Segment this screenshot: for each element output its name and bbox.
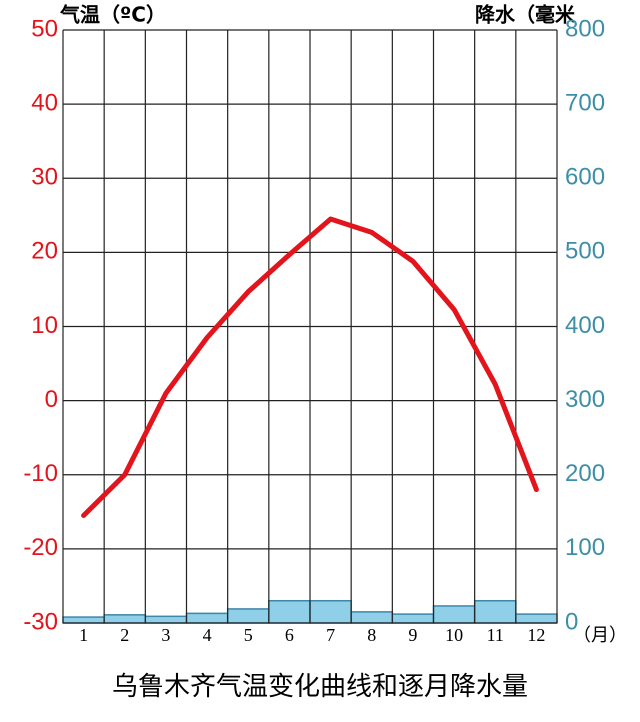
y2-tick-label: 200 bbox=[565, 460, 605, 487]
precip-bar bbox=[226, 608, 270, 624]
x-tick-label: 4 bbox=[203, 625, 212, 645]
precip-bar bbox=[185, 612, 229, 624]
x-tick-label: 1 bbox=[79, 625, 88, 645]
y2-axis-title: 降水（毫米 bbox=[475, 3, 576, 27]
temperature-line bbox=[81, 216, 539, 519]
x-tick-label: 8 bbox=[367, 625, 376, 645]
y-tick-label: -10 bbox=[23, 460, 58, 487]
precip-bar bbox=[432, 605, 476, 624]
y-tick-label: -30 bbox=[23, 608, 58, 635]
x-tick-label: 9 bbox=[408, 625, 417, 645]
y2-tick-label: 600 bbox=[565, 164, 605, 191]
precip-bar bbox=[350, 611, 394, 624]
precip-bar bbox=[62, 616, 105, 624]
y2-tick-label: 300 bbox=[565, 386, 605, 413]
x-tick-label: 2 bbox=[120, 625, 129, 645]
precip-bar bbox=[309, 600, 352, 624]
y2-tick-label: 500 bbox=[565, 238, 605, 265]
y-tick-label: 10 bbox=[31, 312, 58, 339]
precip-bar bbox=[391, 613, 435, 624]
precip-bar bbox=[515, 613, 558, 624]
y-axis-title: 气温（ºC） bbox=[59, 3, 166, 27]
x-axis-title: （月） bbox=[573, 625, 627, 646]
y-tick-label: 0 bbox=[45, 386, 58, 413]
x-tick-label: 5 bbox=[244, 625, 253, 645]
precip-bar bbox=[268, 600, 311, 624]
x-tick-label: 6 bbox=[285, 625, 294, 645]
x-tick-label: 12 bbox=[527, 625, 545, 645]
y-tick-label: 30 bbox=[31, 164, 58, 191]
precip-bar bbox=[103, 614, 147, 624]
precip-bar bbox=[473, 600, 517, 624]
y-tick-label: 40 bbox=[31, 89, 58, 116]
x-tick-label: 3 bbox=[161, 625, 170, 645]
y2-tick-label: 0 bbox=[565, 608, 578, 635]
y2-tick-label: 700 bbox=[565, 89, 605, 116]
y2-tick-label: 400 bbox=[565, 312, 605, 339]
y-tick-label: -20 bbox=[23, 534, 58, 561]
x-tick-label: 7 bbox=[326, 625, 335, 645]
y2-tick-label: 100 bbox=[565, 534, 605, 561]
y-tick-label: 50 bbox=[31, 15, 58, 42]
x-tick-label: 10 bbox=[445, 625, 463, 645]
chart-title: 乌鲁木齐气温变化曲线和逐月降水量 bbox=[112, 672, 528, 702]
x-tick-label: 11 bbox=[487, 625, 504, 645]
y-tick-label: 20 bbox=[31, 238, 58, 265]
y2-tick-label: 800 bbox=[565, 15, 605, 42]
precip-bar bbox=[144, 615, 188, 624]
